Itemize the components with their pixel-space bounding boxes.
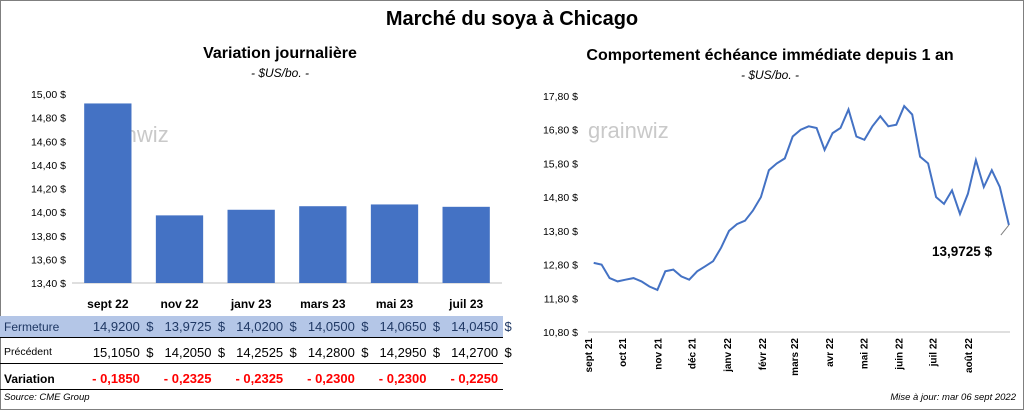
table-divider bbox=[0, 389, 503, 390]
y-tick-label: 14,20 $ bbox=[31, 184, 66, 196]
table-divider bbox=[0, 363, 503, 364]
y-tick-label: 17,80 $ bbox=[543, 91, 578, 103]
table-cell: - 0,2250 bbox=[450, 371, 499, 386]
y-tick-label: 14,80 $ bbox=[543, 192, 578, 204]
y-tick-label: 11,80 $ bbox=[544, 293, 578, 305]
table-cell: 14,0200 bbox=[236, 319, 284, 334]
x-tick-label: juil 23 bbox=[448, 297, 483, 311]
y-tick-label: 10,80 $ bbox=[543, 327, 578, 339]
table-cell: 14,0650 bbox=[379, 319, 427, 334]
row-label: Variation bbox=[4, 372, 55, 386]
table-cell: 13,9725 bbox=[164, 319, 212, 334]
x-tick-label: mai 23 bbox=[376, 297, 414, 311]
row-label: Précédent bbox=[4, 346, 52, 358]
table-cell-unit: $ bbox=[146, 319, 154, 334]
table-cell: 14,9200 bbox=[92, 319, 140, 334]
x-tick-label: déc 21 bbox=[688, 338, 699, 370]
table-cell: - 0,2300 bbox=[378, 371, 427, 386]
table-cell: 15,1050 bbox=[92, 345, 140, 360]
bar bbox=[84, 103, 132, 283]
y-tick-label: 14,60 $ bbox=[31, 136, 66, 148]
x-tick-label: juil 22 bbox=[929, 338, 940, 368]
x-tick-label: mars 23 bbox=[300, 297, 346, 311]
bar bbox=[155, 215, 204, 283]
y-tick-label: 14,40 $ bbox=[31, 160, 66, 172]
y-tick-label: 13,80 $ bbox=[31, 231, 66, 243]
y-tick-label: 13,80 $ bbox=[543, 226, 578, 238]
left-panel-subtitle: - $US/bo. - bbox=[250, 66, 310, 80]
y-tick-label: 13,40 $ bbox=[31, 278, 66, 290]
table-row-variation: Variation - 0,1850 - 0,2325 - 0,2325 - 0,23… bbox=[0, 368, 503, 390]
table-cell: - 0,2325 bbox=[163, 371, 212, 386]
x-tick-label: janv 23 bbox=[230, 297, 272, 311]
x-tick-label: févr 22 bbox=[758, 338, 769, 371]
x-tick-label: mars 22 bbox=[790, 338, 801, 376]
table-row-fermeture: Fermeture 14,9200 $13,9725 $14,0200 $14,050… bbox=[0, 316, 512, 338]
table-cell: 14,2950 bbox=[379, 345, 427, 360]
table-cell-unit: $ bbox=[289, 345, 297, 360]
table-cell: - 0,2325 bbox=[235, 371, 284, 386]
bar bbox=[370, 204, 419, 283]
table-cell: - 0,2300 bbox=[307, 371, 355, 386]
y-tick-label: 14,00 $ bbox=[31, 207, 66, 219]
y-tick-label: 12,80 $ bbox=[543, 260, 578, 272]
table-cell-unit: $ bbox=[217, 319, 226, 334]
update-note: Mise à jour: mar 06 sept 2022 bbox=[890, 392, 1016, 403]
table-cell-unit: $ bbox=[146, 345, 154, 360]
bar bbox=[442, 206, 490, 283]
table-cell-unit: $ bbox=[361, 319, 369, 334]
row-label: Fermeture bbox=[4, 320, 60, 334]
table-cell: 14,2525 bbox=[236, 345, 284, 360]
bar bbox=[299, 206, 347, 283]
bar-chart: grainwiz13,40 $13,60 $13,80 $14,00 $14,2… bbox=[31, 89, 502, 311]
table-cell-unit: $ bbox=[289, 319, 297, 334]
table-cell: 14,2700 bbox=[451, 345, 499, 360]
x-tick-label: août 22 bbox=[964, 338, 975, 373]
y-tick-label: 15,00 $ bbox=[31, 89, 66, 101]
table-cell-unit: $ bbox=[432, 345, 441, 360]
y-tick-label: 15,80 $ bbox=[543, 158, 578, 170]
table-row-precedent: Précédent 15,1050 $14,2050 $14,2525 $14,280… bbox=[0, 342, 512, 364]
table-divider bbox=[0, 337, 503, 338]
left-panel-title: Variation journalière bbox=[203, 45, 357, 62]
right-panel-subtitle: - $US/bo. - bbox=[740, 68, 800, 82]
source-note: Source: CME Group bbox=[4, 392, 90, 403]
x-tick-label: sept 21 bbox=[584, 338, 595, 373]
main-title: Marché du soya à Chicago bbox=[385, 8, 639, 30]
table-cell: 14,0450 bbox=[451, 319, 499, 334]
right-panel-title: Comportement échéance immédiate depuis 1… bbox=[586, 47, 954, 64]
x-tick-label: nov 22 bbox=[160, 297, 198, 311]
last-value-label: 13,9725 $ bbox=[932, 244, 993, 259]
table-cell-unit: $ bbox=[432, 319, 441, 334]
y-tick-label: 14,80 $ bbox=[31, 113, 66, 125]
table-cell-unit: $ bbox=[504, 319, 512, 334]
x-tick-label: sept 22 bbox=[87, 297, 129, 311]
x-tick-label: mai 22 bbox=[859, 338, 870, 370]
x-tick-label: nov 21 bbox=[653, 338, 664, 370]
x-tick-label: oct 21 bbox=[618, 338, 629, 367]
table-cell-unit: $ bbox=[504, 345, 512, 360]
table-cell: 14,2050 bbox=[164, 345, 212, 360]
annotation-leader bbox=[1000, 224, 1010, 236]
table-cell-unit: $ bbox=[217, 345, 226, 360]
y-tick-label: 13,60 $ bbox=[31, 254, 66, 266]
table-cell-unit: $ bbox=[361, 345, 369, 360]
table-cell: - 0,1850 bbox=[92, 371, 140, 386]
x-tick-label: juin 22 bbox=[895, 338, 906, 371]
table-cell: 14,2800 bbox=[307, 345, 355, 360]
watermark-text: grainwiz bbox=[588, 118, 669, 143]
x-tick-label: avr 22 bbox=[825, 338, 836, 367]
x-tick-label: janv 22 bbox=[723, 338, 734, 373]
series-line bbox=[593, 104, 1010, 292]
y-tick-label: 16,80 $ bbox=[543, 125, 578, 137]
table-cell: 14,0500 bbox=[307, 319, 355, 334]
bar bbox=[227, 209, 275, 283]
